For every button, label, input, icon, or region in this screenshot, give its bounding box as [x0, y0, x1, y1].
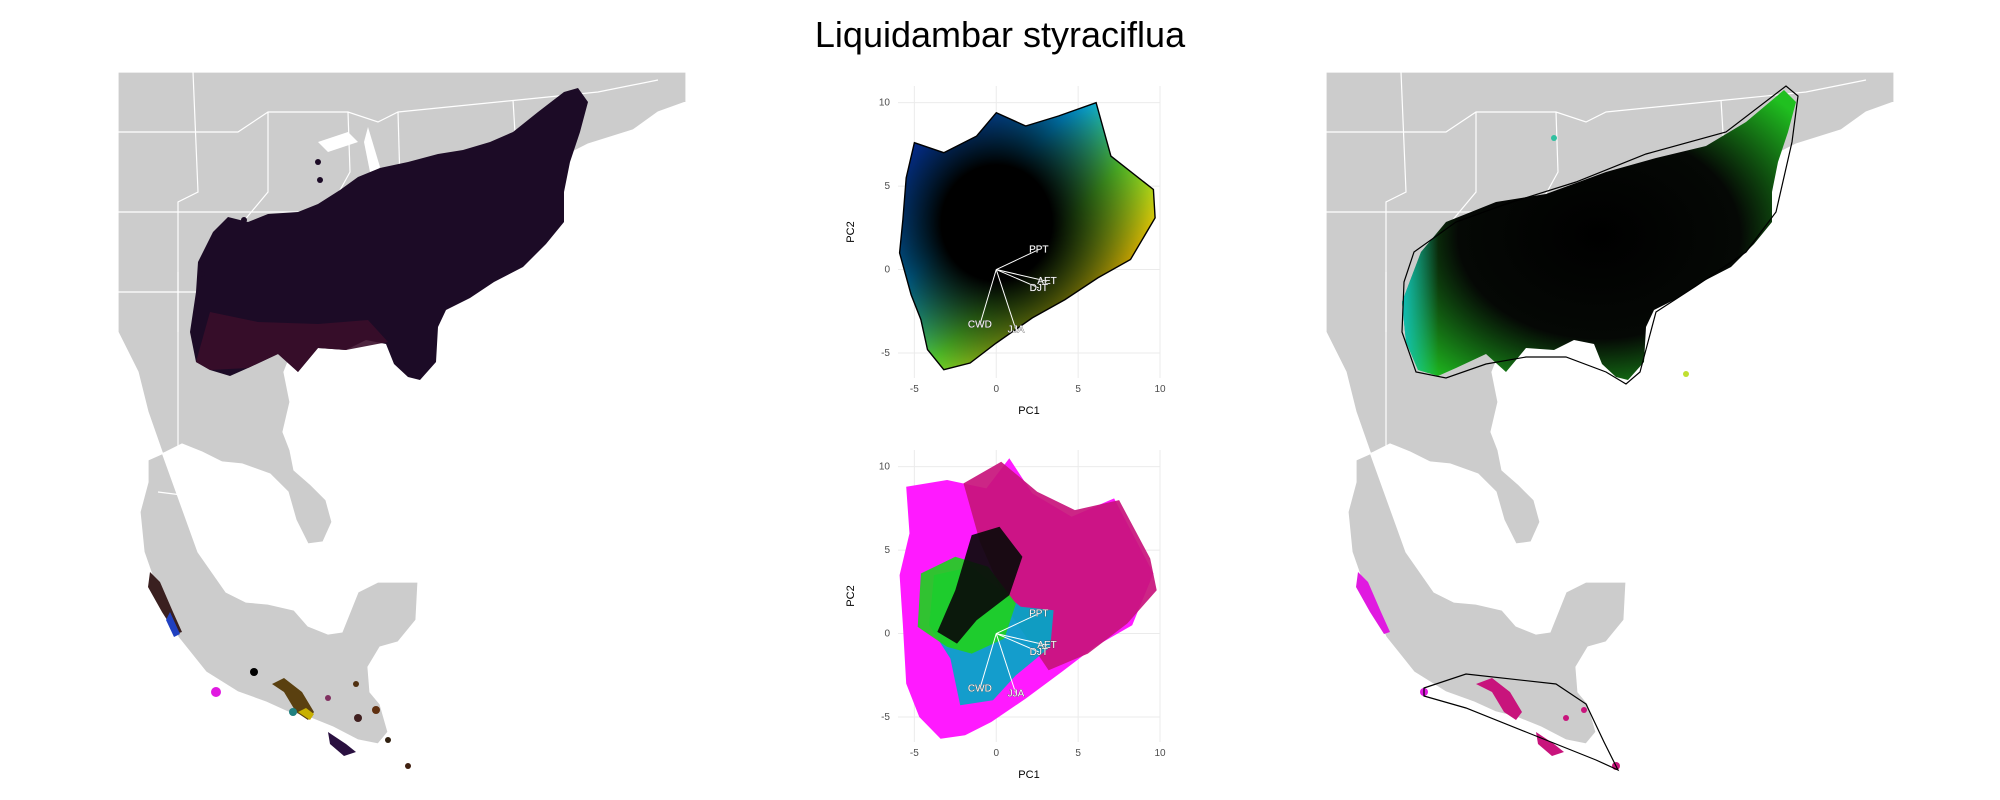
range-central-america-right: [1356, 572, 1620, 772]
x-tick-label: 10: [1154, 384, 1166, 395]
x-tick-label: 5: [1075, 384, 1081, 395]
vector-label-cwd: CWD: [968, 320, 992, 331]
range-outlier-right: [1551, 135, 1557, 141]
vector-label-cwd: CWD: [968, 684, 992, 695]
y-axis-label: PC2: [845, 585, 857, 606]
vector-label-jja: JJA: [1008, 325, 1025, 336]
vector-line-jja: [995, 269, 1017, 330]
vector-line-cwd: [979, 633, 997, 689]
range-tint-right: [1402, 202, 1506, 376]
pca-series-4: [937, 526, 1023, 644]
y-tick-label: 5: [884, 181, 890, 192]
y-tick-label: 5: [884, 545, 890, 556]
vector-line-djt: [996, 269, 1040, 289]
vector-label-jja: JJA: [1008, 689, 1025, 700]
figure-title: Liquidambar styraciflua: [814, 14, 1186, 55]
vector-line-aet: [996, 269, 1048, 282]
convex-boundary-central-america: [1423, 673, 1620, 772]
y-tick-label: 10: [879, 98, 891, 109]
vector-label-aet: AET: [1037, 276, 1056, 287]
y-axis-label: PC2: [845, 221, 857, 242]
x-axis-label: PC1: [1018, 769, 1039, 781]
convex-boundary-usa: [1401, 85, 1799, 385]
vector-label-djt: DJT: [1030, 647, 1048, 658]
vector-line-aet: [996, 633, 1048, 646]
y-tick-label: 0: [884, 265, 890, 276]
range-outliers: [199, 159, 323, 277]
pca-series-1: [963, 461, 1157, 671]
x-tick-label: 10: [1154, 748, 1166, 759]
x-tick-label: 0: [993, 748, 999, 759]
vector-line-jja: [995, 633, 1017, 694]
vector-line-ppt: [996, 249, 1040, 270]
map-left: [118, 72, 686, 769]
x-tick-label: 0: [993, 384, 999, 395]
y-tick-label: -5: [881, 712, 890, 723]
vector-line-ppt: [996, 613, 1040, 634]
y-tick-label: 10: [879, 462, 891, 473]
pca-cloud-core: [898, 101, 1156, 371]
x-tick-label: -5: [910, 384, 919, 395]
vector-label-djt: DJT: [1030, 283, 1048, 294]
vector-label-ppt: PPT: [1029, 245, 1048, 256]
range-gradient-usa: [196, 312, 388, 372]
vector-line-djt: [996, 633, 1040, 653]
y-tick-label: 0: [884, 629, 890, 640]
vector-label-ppt: PPT: [1029, 609, 1048, 620]
x-tick-label: -5: [910, 748, 919, 759]
y-tick-label: -5: [881, 348, 890, 359]
map-right: [1326, 72, 1894, 772]
vector-label-aet: AET: [1037, 640, 1056, 651]
x-axis-label: PC1: [1018, 405, 1039, 417]
range-central-america: [148, 572, 411, 769]
range-area-usa: [190, 88, 588, 380]
vector-line-cwd: [979, 269, 997, 325]
range-outlier-right-2: [1683, 371, 1689, 377]
x-tick-label: 5: [1075, 748, 1081, 759]
